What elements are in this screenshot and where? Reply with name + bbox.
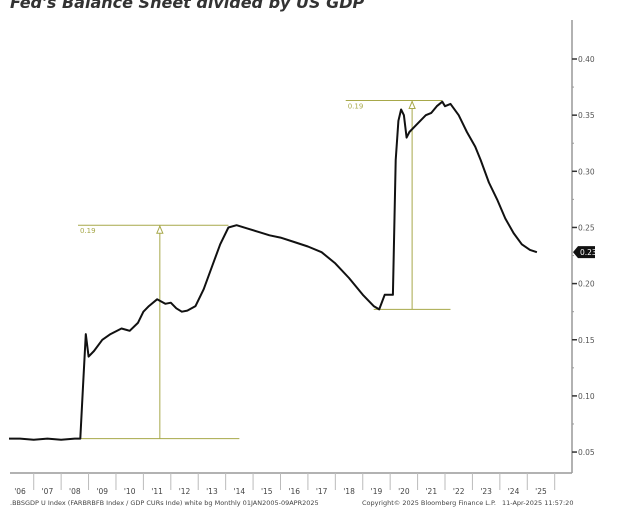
x-tick-label: '15	[261, 487, 273, 496]
x-tick-label: '16	[288, 487, 300, 496]
last-value-badge: 0.23	[573, 246, 597, 259]
x-tick-label: '24	[508, 487, 520, 496]
annotation-label: 0.19	[348, 103, 364, 111]
x-tick-label: '07	[42, 487, 54, 496]
x-tick-label: '13	[206, 487, 218, 496]
footer-copyright: Copyright© 2025 Bloomberg Finance L.P.	[362, 499, 496, 507]
footer-source: .BBSGDP U Index (FARBRBFB Index / GDP CU…	[10, 499, 319, 507]
y-tick-label: 0.05	[578, 448, 595, 457]
y-tick-label: 0.10	[578, 392, 595, 401]
footer-timestamp: 11-Apr-2025 11:57:20	[502, 499, 574, 507]
y-tick-label: 0.30	[578, 167, 595, 176]
y-tick-label: 0.40	[578, 55, 595, 64]
x-tick-label: '22	[453, 487, 465, 496]
last-value-marker	[573, 246, 595, 259]
x-tick-label: '20	[398, 487, 410, 496]
x-tick-label: '11	[151, 487, 163, 496]
x-tick-label: '09	[96, 487, 108, 496]
series-line	[9, 100, 538, 441]
x-tick-label: '17	[316, 487, 328, 496]
y-tick-label: 0.25	[578, 223, 595, 232]
last-value-label: 0.23	[580, 248, 597, 257]
x-tick-label: '18	[343, 487, 355, 496]
x-tick-label: '25	[535, 487, 547, 496]
annotation-arrow-icon	[156, 224, 164, 234]
x-tick-label: '21	[425, 487, 437, 496]
annotation-1: 0.19	[78, 224, 240, 440]
annotation-arrow-icon	[408, 100, 416, 110]
x-tick-label: '12	[179, 487, 191, 496]
x-tick-label: '14	[234, 487, 246, 496]
chart-title: Fed's Balance Sheet divided by US GDP	[10, 0, 365, 12]
x-tick-label: '10	[124, 487, 136, 496]
x-tick-label: '19	[371, 487, 383, 496]
y-tick-label: 0.15	[578, 336, 595, 345]
y-tick-label: 0.35	[578, 111, 595, 120]
x-tick-label: '23	[480, 487, 492, 496]
annotation-label: 0.19	[80, 227, 96, 235]
annotation-2: 0.19	[345, 100, 451, 310]
x-tick-label: '08	[69, 487, 81, 496]
y-tick-label: 0.20	[578, 280, 595, 289]
x-tick-label: '06	[14, 487, 26, 496]
